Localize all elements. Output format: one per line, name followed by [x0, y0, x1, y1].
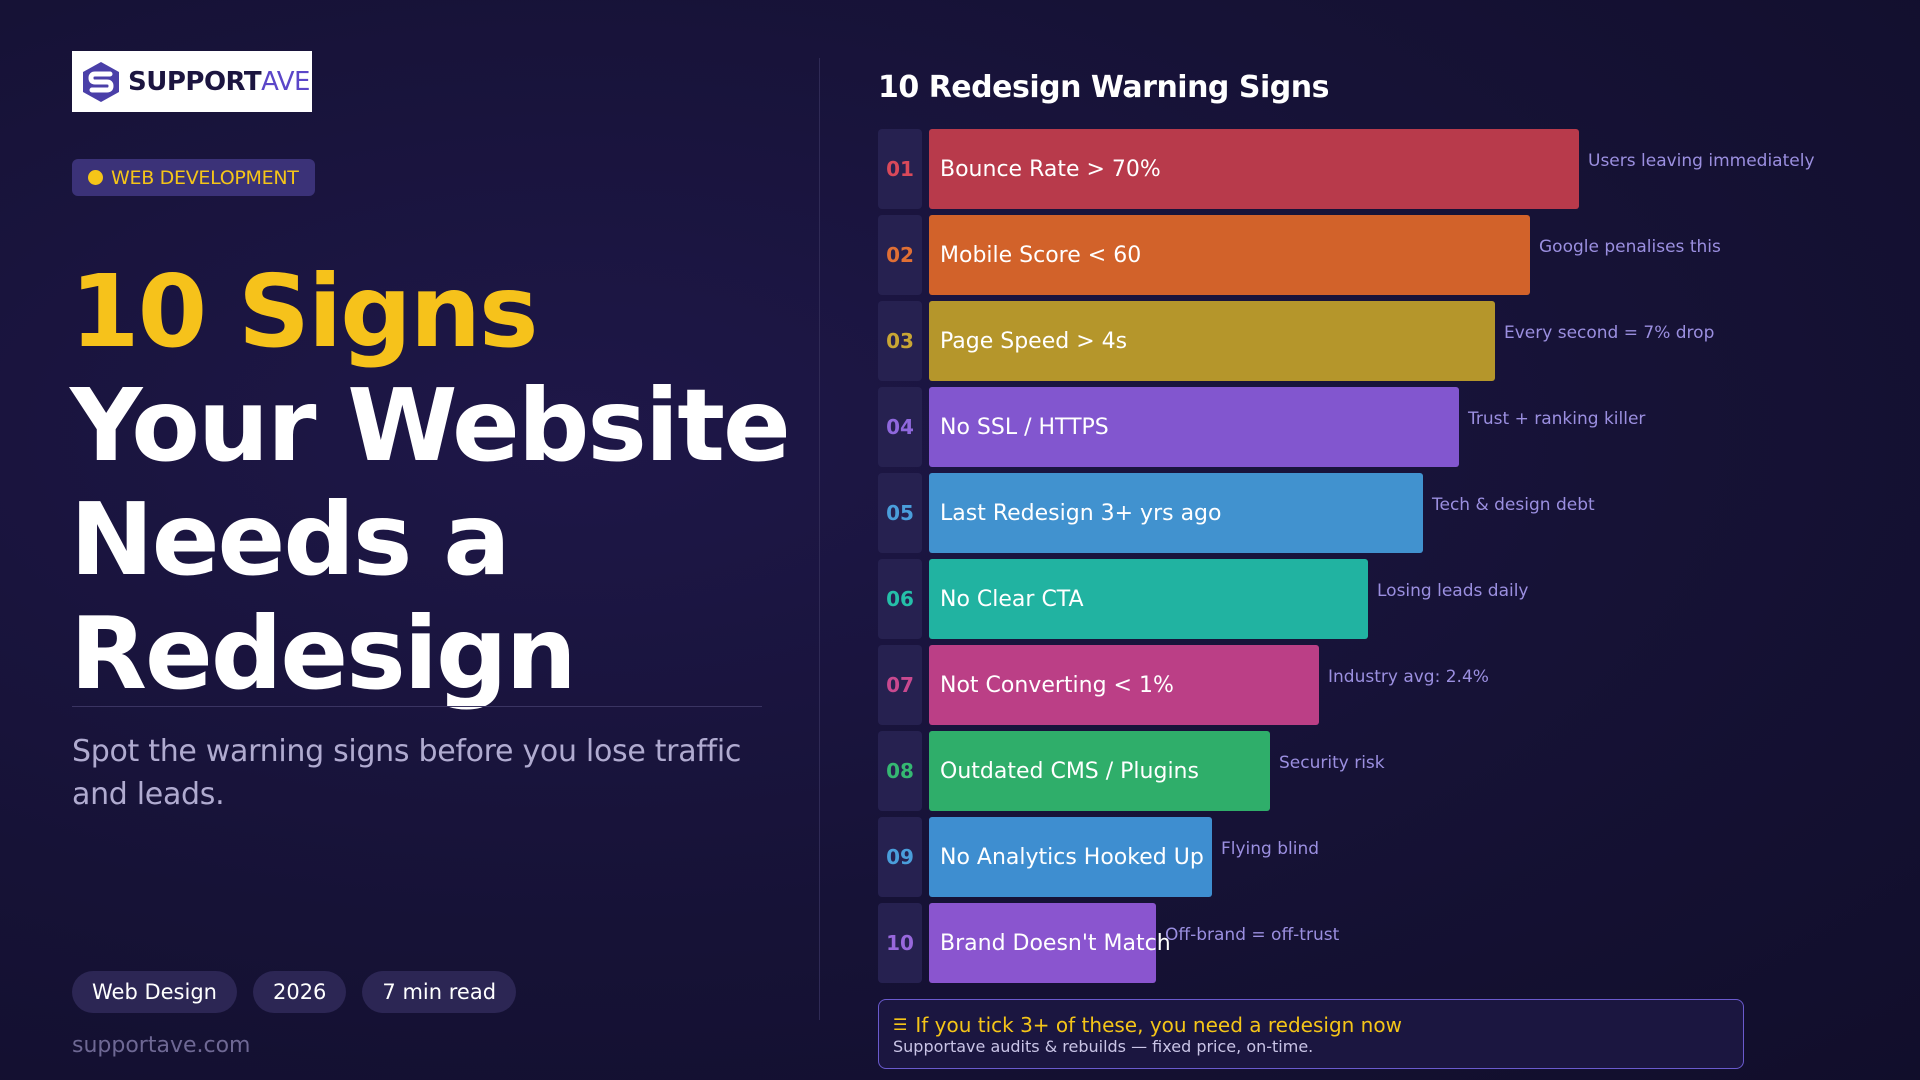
title-divider [72, 706, 762, 707]
bar: Mobile Score < 60 [929, 215, 1530, 295]
bar-annotation: Trust + ranking killer [1468, 409, 1646, 429]
bar: Last Redesign 3+ yrs ago [929, 473, 1423, 553]
bar: Outdated CMS / Plugins [929, 731, 1270, 811]
site-link[interactable]: supportave.com [72, 1033, 251, 1058]
bar: Page Speed > 4s [929, 301, 1495, 381]
bar-rank-label: 10 [878, 903, 922, 983]
bar-annotation: Tech & design debt [1432, 495, 1595, 515]
chart-title: 10 Redesign Warning Signs [878, 70, 1329, 105]
bar-annotation: Flying blind [1221, 839, 1320, 859]
callout-headline: If you tick 3+ of these, you need a rede… [915, 1013, 1402, 1037]
title-line-2: Your Website [70, 367, 791, 484]
subtitle: Spot the warning signs before you lose t… [72, 734, 742, 812]
bar: Not Converting < 1% [929, 645, 1319, 725]
bar-rank-label: 02 [878, 215, 922, 295]
bar-row: 10 Brand Doesn't Match Off-brand = off-tru… [878, 903, 1878, 983]
bar-row: 01 Bounce Rate > 70% Users leaving immedia… [878, 129, 1878, 209]
title-line-3: Needs a [70, 481, 511, 598]
bar-row: 08 Outdated CMS / Plugins Security risk [878, 731, 1878, 811]
bar-row: 04 No SSL / HTTPS Trust + ranking killer [878, 387, 1878, 467]
page-title: 10 Signs Your Website Needs a Redesign [70, 253, 791, 712]
bar-rank-label: 05 [878, 473, 922, 553]
bar-annotation: Security risk [1279, 753, 1385, 773]
bar-row: 03 Page Speed > 4s Every second = 7% drop [878, 301, 1878, 381]
list-icon: ☰ [893, 1015, 908, 1034]
bar: No Analytics Hooked Up [929, 817, 1212, 897]
logo-text-light: AVE [261, 66, 310, 97]
tag-web-design[interactable]: Web Design [72, 971, 237, 1013]
bar-rank-label: 09 [878, 817, 922, 897]
bar-rank-label: 03 [878, 301, 922, 381]
bar-rank-label: 06 [878, 559, 922, 639]
bar-annotation: Industry avg: 2.4% [1328, 667, 1489, 687]
bar-annotation: Every second = 7% drop [1504, 323, 1715, 343]
category-label: WEB DEVELOPMENT [111, 166, 299, 189]
bar: No SSL / HTTPS [929, 387, 1459, 467]
tag-read-time[interactable]: 7 min read [362, 971, 517, 1013]
bar: Bounce Rate > 70% [929, 129, 1579, 209]
bar-row: 09 No Analytics Hooked Up Flying blind [878, 817, 1878, 897]
bar-row: 05 Last Redesign 3+ yrs ago Tech & design … [878, 473, 1878, 553]
callout-detail: Supportave audits & rebuilds — fixed pri… [893, 1037, 1314, 1056]
callout-headline-row: ☰ If you tick 3+ of these, you need a re… [893, 1013, 1729, 1037]
bar: Brand Doesn't Match [929, 903, 1171, 983]
title-line-1: 10 Signs [70, 253, 539, 370]
bar-rank-label: 08 [878, 731, 922, 811]
bar-row: 02 Mobile Score < 60 Google penalises this [878, 215, 1878, 295]
panel-divider [819, 58, 820, 1020]
bar-rank-label: 04 [878, 387, 922, 467]
bar-row: 07 Not Converting < 1% Industry avg: 2.4% [878, 645, 1878, 725]
callout-box: ☰ If you tick 3+ of these, you need a re… [878, 999, 1744, 1069]
logo-wordmark: SUPPORTAVE [128, 67, 310, 97]
bar-rank-label: 07 [878, 645, 922, 725]
category-dot-icon [88, 170, 103, 185]
bar: No Clear CTA [929, 559, 1368, 639]
brand-logo[interactable]: SUPPORTAVE [72, 51, 312, 112]
tag-year[interactable]: 2026 [252, 971, 347, 1013]
category-badge[interactable]: WEB DEVELOPMENT [72, 159, 315, 196]
bar-annotation: Losing leads daily [1377, 581, 1529, 601]
bar-rank-label: 01 [878, 129, 922, 209]
bar-annotation: Google penalises this [1539, 237, 1721, 257]
bar-annotation: Users leaving immediately [1588, 151, 1815, 171]
tag-list: Web Design 2026 7 min read [72, 971, 517, 1013]
bar-row: 06 No Clear CTA Losing leads daily [878, 559, 1878, 639]
logo-text-bold: SUPPORT [128, 66, 262, 97]
bar-annotation: Off-brand = off-trust [1165, 925, 1340, 945]
supportave-logo-icon [83, 61, 119, 102]
bar-chart: 01 Bounce Rate > 70% Users leaving immedia… [878, 129, 1878, 989]
title-line-4: Redesign [70, 595, 577, 712]
